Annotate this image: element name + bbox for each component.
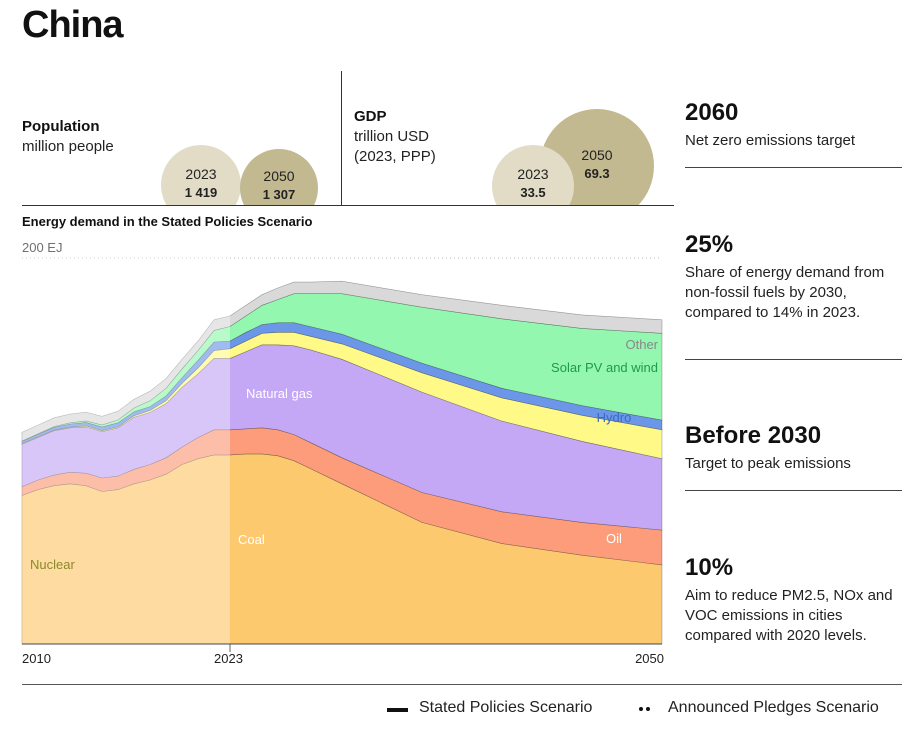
- gdp-2050-value: 69.3: [584, 166, 610, 181]
- population-unit: million people: [22, 138, 114, 155]
- population-2023-value: 1 419: [184, 185, 218, 200]
- population-label: Population: [22, 118, 100, 135]
- stat-pollution-value: 10%: [685, 554, 734, 581]
- solid-line-icon: [387, 708, 408, 712]
- gdp-bubbles: 2050 69.3 2023 33.5: [342, 0, 674, 205]
- gdp-unit-line1: trillion USD: [354, 128, 430, 145]
- area-other: [21, 280, 663, 442]
- population-2023-bubble: 2023 1 419: [161, 145, 241, 205]
- header-baseline: [22, 205, 674, 206]
- dotted-line-icon: [638, 706, 652, 712]
- population-2050-value: 1 307: [262, 187, 296, 202]
- series-label-oil: Oil: [606, 531, 622, 546]
- x-tick-label: 2010: [22, 651, 51, 666]
- stat-net-zero-desc: Net zero emissions target: [685, 132, 856, 149]
- historical-shade: [22, 238, 230, 644]
- chart-title: Energy demand in the Stated Policies Sce…: [22, 214, 313, 229]
- population-2050-year: 2050: [263, 168, 295, 184]
- gdp-unit-line2: (2023, PPP): [354, 148, 436, 165]
- panel-divider: [341, 71, 342, 205]
- stat-non-fossil-value: 25%: [685, 231, 734, 258]
- legend-stated-policies: Stated Policies Scenario: [419, 699, 593, 716]
- stat-divider: [685, 359, 902, 360]
- series-label-coal: Coal: [238, 532, 265, 547]
- series-label-hydro: Hydro: [597, 410, 632, 425]
- stat-divider: [685, 490, 902, 491]
- stat-peak-desc: Target to peak emissions: [685, 455, 851, 472]
- energy-demand-chart: 200 EJ 2010 2023 2050 Coal Oil Natural gas Nucl…: [21, 238, 664, 666]
- gdp-2023-value: 33.5: [520, 185, 546, 200]
- population-2050-bubble: 2050 1 307: [240, 149, 318, 205]
- footer-rule: [22, 684, 902, 685]
- y-tick-label: 200 EJ: [22, 240, 62, 255]
- gdp-2023-bubble: 2023 33.5: [492, 145, 574, 205]
- series-label-other: Other: [625, 337, 658, 352]
- legend-announced-pledges: Announced Pledges Scenario: [668, 699, 879, 716]
- population-bubbles: 2023 1 419 2050 1 307: [0, 0, 340, 205]
- gdp-2023-year: 2023: [517, 166, 549, 182]
- stat-peak-value: Before 2030: [685, 422, 822, 449]
- x-tick-label: 2050: [635, 651, 664, 666]
- stat-pollution-desc: Aim to reduce PM2.5, NOx and VOC emissio…: [685, 587, 893, 644]
- gdp-label: GDP: [354, 108, 387, 125]
- gdp-2050-year: 2050: [581, 147, 613, 163]
- x-tick-label: 2023: [214, 651, 243, 666]
- series-label-nuclear: Nuclear: [30, 557, 75, 572]
- population-2023-year: 2023: [185, 166, 217, 182]
- stat-net-zero-value: 2060: [685, 99, 739, 126]
- stat-non-fossil-desc: Share of energy demand from non-fossil f…: [685, 264, 885, 321]
- series-label-solar-pv-and-wind: Solar PV and wind: [551, 360, 658, 375]
- page-title: China: [22, 4, 124, 46]
- stat-divider: [685, 167, 902, 168]
- series-label-natural-gas: Natural gas: [246, 386, 313, 401]
